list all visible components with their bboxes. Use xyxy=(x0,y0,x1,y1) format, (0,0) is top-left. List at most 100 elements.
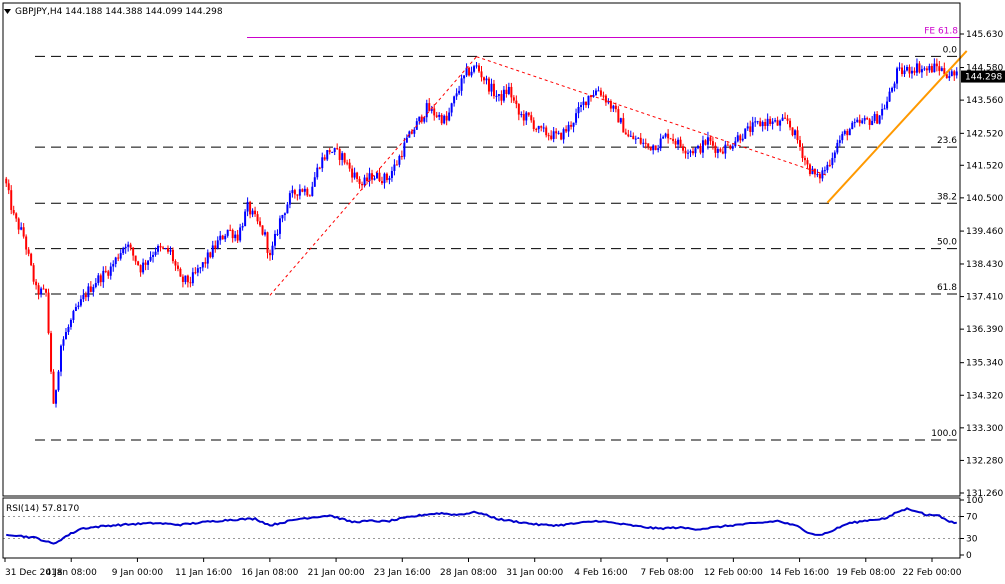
candle-body xyxy=(112,264,115,267)
price-tick-label: 138.430 xyxy=(966,260,1003,270)
candle-body xyxy=(836,142,839,153)
candle-body xyxy=(264,232,267,235)
candle-body xyxy=(67,326,70,333)
candle-body xyxy=(535,128,538,130)
candle-body xyxy=(25,236,28,250)
candle-body xyxy=(57,371,60,391)
candle-body xyxy=(268,252,271,256)
candle-body xyxy=(301,189,304,192)
candle-body xyxy=(276,233,279,235)
candle-body xyxy=(898,67,901,69)
candle-body xyxy=(92,286,95,292)
candle-body xyxy=(453,96,456,104)
price-tick-label: 140.500 xyxy=(966,194,1003,204)
candle-body xyxy=(428,103,431,111)
candle-body xyxy=(328,150,331,153)
candle-body xyxy=(363,177,366,186)
candle-body xyxy=(736,135,739,142)
candle-body xyxy=(878,115,881,124)
candle-body xyxy=(378,172,381,182)
candle-body xyxy=(169,249,172,252)
candle-body xyxy=(759,121,762,127)
candle-body xyxy=(831,157,834,166)
time-tick-label: 23 Jan 16:00 xyxy=(374,568,431,578)
candle-body xyxy=(458,90,461,94)
candle-body xyxy=(652,145,655,151)
candle-body xyxy=(886,101,889,109)
candle-body xyxy=(729,145,732,149)
candle-body xyxy=(398,156,401,165)
down-triangle-icon[interactable] xyxy=(4,9,11,14)
rsi-pane[interactable]: RSI(14) 57.8170 xyxy=(3,504,960,545)
fib-level-label: 100.0 xyxy=(931,429,957,439)
candle-body xyxy=(908,66,911,74)
candle-body xyxy=(709,137,712,142)
fib-level-label: 38.2 xyxy=(937,192,957,202)
candle-body xyxy=(45,289,48,293)
candle-body xyxy=(928,66,931,71)
candle-body xyxy=(896,68,899,84)
candle-body xyxy=(326,150,329,160)
candle-body xyxy=(336,148,339,150)
candle-body xyxy=(863,118,866,121)
candle-body xyxy=(771,121,774,124)
candle-body xyxy=(241,226,244,228)
candle-body xyxy=(470,71,473,76)
candle-body xyxy=(776,120,779,126)
candle-body xyxy=(375,172,378,179)
candle-body xyxy=(903,70,906,75)
candle-body xyxy=(104,270,107,272)
candle-body xyxy=(856,119,859,123)
price-tick-label: 141.520 xyxy=(966,161,1003,171)
candle-body xyxy=(570,124,573,127)
candle-body xyxy=(938,66,941,71)
candle-body xyxy=(234,234,237,239)
candle-body xyxy=(273,233,276,246)
candle-body xyxy=(811,168,814,175)
candle-body xyxy=(953,71,956,76)
candle-body xyxy=(525,112,528,121)
candle-body xyxy=(510,86,513,98)
candle-body xyxy=(724,144,727,154)
candle-body xyxy=(127,244,130,247)
candle-body xyxy=(545,127,548,136)
candle-body xyxy=(679,139,682,147)
time-tick-label: 31 Dec 2018 xyxy=(5,568,63,578)
candle-body xyxy=(935,63,938,67)
price-pane[interactable]: 0.0 23.6 38.2 50.0 61.8 100.0 FE 61.8 144.298 xyxy=(5,27,1005,441)
candle-body xyxy=(388,177,391,181)
candle-body xyxy=(540,126,543,128)
fib-level-label: 61.8 xyxy=(937,283,957,293)
price-tick-label: 133.300 xyxy=(966,424,1003,434)
candle-body xyxy=(231,229,234,239)
candle-body xyxy=(293,190,296,195)
price-tick-label: 145.630 xyxy=(966,30,1003,40)
candle-body xyxy=(358,178,361,184)
rsi-tick-label: 100 xyxy=(966,496,983,506)
candle-body xyxy=(667,133,670,139)
price-tick-label: 139.460 xyxy=(966,227,1003,237)
candle-body xyxy=(592,94,595,98)
candle-body xyxy=(522,114,525,121)
candle-body xyxy=(166,248,169,252)
candle-body xyxy=(480,71,483,78)
candle-body xyxy=(806,160,809,165)
candle-body xyxy=(179,268,182,277)
candle-body xyxy=(383,173,386,184)
candle-body xyxy=(30,253,33,266)
candle-body xyxy=(858,119,861,124)
candle-body xyxy=(433,108,436,116)
candle-body xyxy=(219,235,222,241)
candle-body xyxy=(102,270,105,283)
candle-body xyxy=(154,251,157,255)
rsi-title: RSI(14) 57.8170 xyxy=(6,504,79,514)
candle-body xyxy=(871,120,874,125)
candle-body xyxy=(286,204,289,214)
candle-body xyxy=(435,115,438,117)
candle-body xyxy=(915,63,918,73)
candle-body xyxy=(622,118,625,133)
candle-body xyxy=(420,116,423,122)
time-tick-label: 19 Feb 08:00 xyxy=(836,568,895,578)
candle-body xyxy=(316,167,319,178)
